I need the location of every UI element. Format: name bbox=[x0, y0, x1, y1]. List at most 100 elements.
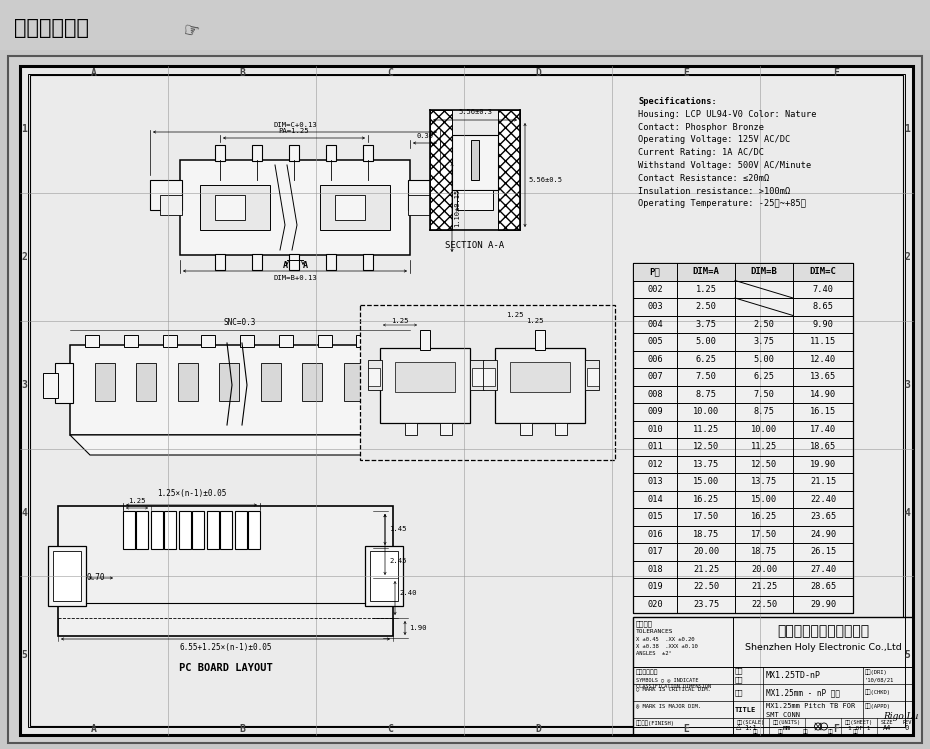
Bar bbox=[335, 195, 365, 220]
Bar bbox=[215, 254, 225, 270]
Text: 22.40: 22.40 bbox=[810, 495, 836, 504]
Text: DIM=A: DIM=A bbox=[693, 267, 720, 276]
Bar bbox=[252, 254, 262, 270]
Text: P数: P数 bbox=[650, 267, 660, 276]
Text: 8.75: 8.75 bbox=[696, 389, 716, 398]
Text: 2.50: 2.50 bbox=[753, 320, 775, 329]
Text: 1.25: 1.25 bbox=[526, 318, 544, 324]
Bar bbox=[633, 263, 853, 280]
Text: A4: A4 bbox=[883, 726, 891, 732]
Text: 11.25: 11.25 bbox=[751, 442, 777, 451]
Text: 12.50: 12.50 bbox=[693, 442, 719, 451]
Text: MX1.25mm - nP 卧贴: MX1.25mm - nP 卧贴 bbox=[766, 688, 840, 697]
Text: SECTION A-A: SECTION A-A bbox=[445, 240, 505, 249]
Bar bbox=[70, 345, 410, 435]
Text: 3.75: 3.75 bbox=[696, 320, 716, 329]
Text: 品质: 品质 bbox=[753, 730, 759, 735]
Text: 006: 006 bbox=[647, 355, 663, 364]
Bar bbox=[201, 335, 215, 347]
Text: A: A bbox=[91, 724, 97, 734]
Text: A: A bbox=[303, 261, 308, 270]
Text: 1 OF 1: 1 OF 1 bbox=[848, 726, 870, 731]
Text: 16.15: 16.15 bbox=[810, 407, 836, 416]
Text: 6.25: 6.25 bbox=[753, 372, 775, 381]
Text: 11.25: 11.25 bbox=[693, 425, 719, 434]
Text: 单位(UNITS): 单位(UNITS) bbox=[773, 720, 801, 725]
Text: 6.25: 6.25 bbox=[696, 355, 716, 364]
Text: 0.30: 0.30 bbox=[417, 133, 433, 139]
Text: Rigo Lu: Rigo Lu bbox=[883, 712, 919, 721]
Bar bbox=[452, 135, 498, 190]
Bar bbox=[587, 368, 599, 386]
Bar bbox=[136, 511, 148, 549]
Text: REV: REV bbox=[902, 720, 911, 725]
Bar bbox=[215, 145, 225, 161]
Text: 10.00: 10.00 bbox=[693, 407, 719, 416]
Text: △: △ bbox=[736, 724, 741, 730]
Text: 020: 020 bbox=[647, 600, 663, 609]
Text: 张数(SHEET): 张数(SHEET) bbox=[845, 720, 873, 725]
Text: A: A bbox=[283, 261, 288, 270]
Text: E: E bbox=[683, 724, 689, 734]
Text: '10/08/21: '10/08/21 bbox=[865, 677, 895, 682]
Text: DIM=B: DIM=B bbox=[751, 267, 777, 276]
Bar bbox=[430, 110, 452, 230]
Bar bbox=[279, 335, 293, 347]
Text: 1.90: 1.90 bbox=[409, 625, 427, 631]
Text: 14.90: 14.90 bbox=[810, 389, 836, 398]
Text: 3: 3 bbox=[21, 380, 27, 390]
Text: 19.90: 19.90 bbox=[810, 460, 836, 469]
Text: B: B bbox=[239, 724, 245, 734]
Bar bbox=[219, 363, 239, 401]
Text: 1: 1 bbox=[21, 124, 27, 135]
Bar bbox=[365, 546, 403, 606]
Text: 品名: 品名 bbox=[735, 689, 743, 696]
Bar bbox=[192, 511, 204, 549]
Text: 1.10±0.15: 1.10±0.15 bbox=[454, 189, 460, 227]
Bar bbox=[368, 360, 382, 390]
Text: 2.45: 2.45 bbox=[389, 558, 406, 564]
Text: 3.75: 3.75 bbox=[753, 337, 775, 346]
Text: 007: 007 bbox=[647, 372, 663, 381]
Text: SMT CONN: SMT CONN bbox=[766, 712, 800, 718]
Text: 8.65: 8.65 bbox=[813, 303, 833, 312]
Text: 2.50: 2.50 bbox=[696, 303, 716, 312]
Text: Current Rating: 1A AC/DC: Current Rating: 1A AC/DC bbox=[638, 148, 764, 157]
Bar bbox=[326, 254, 336, 270]
Text: 6.55+1.25×(n-1)±0.05: 6.55+1.25×(n-1)±0.05 bbox=[179, 643, 272, 652]
Text: PA=1.25: PA=1.25 bbox=[279, 128, 310, 134]
Text: 核准(APPD): 核准(APPD) bbox=[865, 703, 891, 709]
Text: 1.25: 1.25 bbox=[392, 318, 409, 324]
Text: 014: 014 bbox=[647, 495, 663, 504]
Bar bbox=[20, 66, 913, 735]
Text: 7.50: 7.50 bbox=[696, 372, 716, 381]
Text: SNC=0.3: SNC=0.3 bbox=[224, 318, 256, 327]
Bar bbox=[395, 362, 455, 392]
Bar bbox=[85, 335, 99, 347]
Text: 制图(DRI): 制图(DRI) bbox=[865, 669, 888, 675]
Bar bbox=[58, 506, 393, 636]
Text: 技术: 技术 bbox=[778, 730, 784, 735]
Text: 18.75: 18.75 bbox=[751, 548, 777, 557]
Text: 2: 2 bbox=[21, 252, 27, 262]
Text: 20.00: 20.00 bbox=[693, 548, 719, 557]
Text: 15.00: 15.00 bbox=[693, 477, 719, 486]
Text: 015: 015 bbox=[647, 512, 663, 521]
Bar bbox=[20, 66, 913, 735]
Text: 23.65: 23.65 bbox=[810, 512, 836, 521]
Text: 审核(CHKD): 审核(CHKD) bbox=[865, 690, 891, 695]
Text: A: A bbox=[91, 68, 97, 78]
Text: D: D bbox=[535, 724, 541, 734]
Text: 24.90: 24.90 bbox=[810, 530, 836, 539]
Text: Insulation resistance: >100mΩ: Insulation resistance: >100mΩ bbox=[638, 187, 790, 195]
Text: 5: 5 bbox=[21, 650, 27, 661]
Text: TOLERANCES: TOLERANCES bbox=[636, 629, 673, 634]
Text: 12.40: 12.40 bbox=[810, 355, 836, 364]
Text: Specifications:: Specifications: bbox=[638, 97, 717, 106]
Bar bbox=[510, 362, 570, 392]
Bar bbox=[163, 335, 177, 347]
Text: 1.25×(n-1)±0.05: 1.25×(n-1)±0.05 bbox=[157, 489, 226, 498]
Bar bbox=[520, 423, 532, 435]
Bar bbox=[408, 195, 430, 215]
Bar bbox=[207, 511, 219, 549]
